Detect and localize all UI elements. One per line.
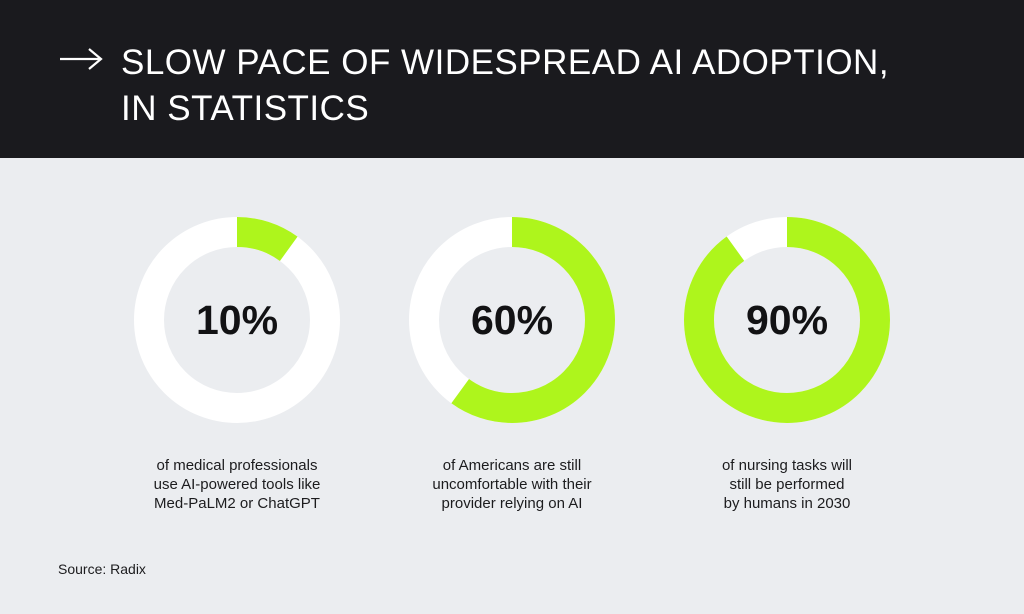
donut-chart-3: 90%: [684, 217, 890, 423]
donut-svg-3: [684, 217, 890, 423]
donut-svg-2: [409, 217, 615, 423]
source-note: Source: Radix: [58, 561, 146, 577]
donut-value-arc-3: [684, 217, 890, 423]
donut-percent-label-1: 10%: [195, 296, 279, 343]
donut-value-arc-1: [134, 217, 340, 423]
title-line-1: SLOW PACE OF WIDESPREAD AI ADOPTION,: [121, 43, 890, 82]
donut-caption-1: of medical professionals use AI-powered …: [153, 457, 321, 512]
donut-chart-1: 10%: [134, 217, 340, 423]
donut-caption-2: of Americans are still uncomfortable wit…: [432, 457, 592, 512]
donut-percent-label-2: 60%: [470, 296, 554, 343]
donut-caption-3: of nursing tasks will still be performed…: [721, 457, 853, 512]
donut-percent-label-3: 90%: [745, 296, 829, 343]
donut-chart-2: 60%: [409, 217, 615, 423]
header-banner: SLOW PACE OF WIDESPREAD AI ADOPTION, IN …: [0, 0, 1024, 158]
donut-svg-1: [134, 217, 340, 423]
title-line-2: IN STATISTICS: [121, 89, 370, 128]
arrow-right-icon: [60, 48, 103, 70]
donut-value-arc-2: [409, 217, 615, 423]
page-title: SLOW PACE OF WIDESPREAD AI ADOPTION, IN …: [121, 40, 941, 132]
